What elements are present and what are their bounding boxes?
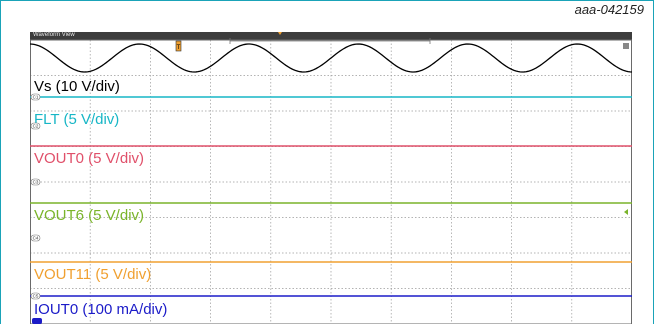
- zoom-corner-icon[interactable]: [623, 43, 629, 49]
- waveform-view: Waveform View T Vs (10 V/div) FLT (5 V/div…: [30, 32, 632, 324]
- trigger-position-marker[interactable]: [278, 32, 282, 35]
- series-label-vout0: VOUT0 (5 V/div): [34, 150, 144, 167]
- channel-badge-iout0[interactable]: [32, 318, 42, 324]
- channel-badge-label: C1: [33, 95, 39, 100]
- series-label-iout0: IOUT0 (100 mA/div): [34, 301, 167, 318]
- waveform-plot: T Vs (10 V/div) FLT (5 V/div) VOUT0 (5 V/di…: [30, 32, 632, 324]
- series-label-flt: FLT (5 V/div): [34, 111, 119, 128]
- series-label-vout11: VOUT11 (5 V/div): [34, 266, 151, 283]
- trigger-marker-label: T: [177, 45, 181, 51]
- figure-id: aaa-042159: [575, 2, 644, 17]
- series-label-vs: Vs (10 V/div): [34, 78, 120, 95]
- series-label-vout6: VOUT6 (5 V/div): [34, 207, 144, 224]
- vout6-offset-marker[interactable]: [624, 209, 628, 215]
- channel-badge-label: C2: [33, 124, 39, 129]
- channel-badge-label: C4: [33, 236, 39, 241]
- channel-badge-label: C3: [33, 180, 39, 185]
- channel-badge-label: C5: [33, 294, 39, 299]
